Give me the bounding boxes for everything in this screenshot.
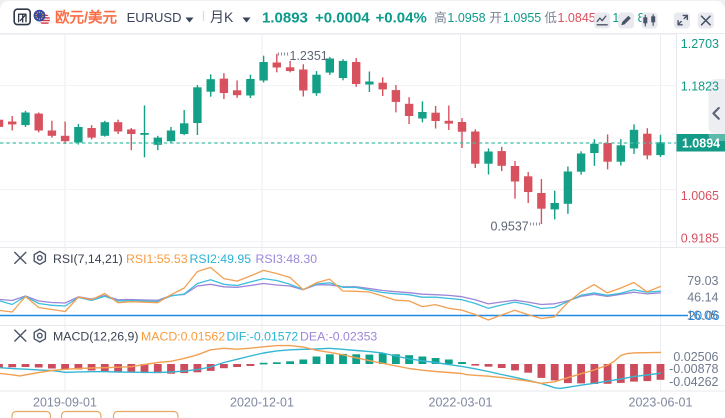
svg-text:1.0893: 1.0893 [262, 10, 308, 27]
svg-text:月K: 月K [210, 9, 234, 25]
svg-text:2019-09-01: 2019-09-01 [33, 396, 97, 410]
svg-text:0.9537: 0.9537 [491, 220, 529, 234]
svg-text:1.2351: 1.2351 [290, 49, 328, 63]
svg-text:-0.00878: -0.00878 [669, 362, 718, 376]
svg-text:0.9185: 0.9185 [681, 232, 719, 246]
svg-text:2023-06-01: 2023-06-01 [629, 396, 693, 410]
svg-text:46.14: 46.14 [687, 291, 718, 305]
svg-text:EURUSD: EURUSD [127, 10, 182, 25]
svg-text:MACD(12,26,9): MACD(12,26,9) [53, 330, 138, 344]
svg-text:79.03: 79.03 [687, 274, 718, 288]
svg-text:1.2703: 1.2703 [681, 37, 719, 51]
svg-text:1.0955: 1.0955 [503, 11, 541, 25]
svg-text:1.0065: 1.0065 [681, 189, 719, 203]
svg-text:16.05: 16.05 [687, 308, 718, 322]
svg-text:DEA:-0.02353: DEA:-0.02353 [300, 330, 377, 344]
svg-text:RSI(7,14,21): RSI(7,14,21) [53, 252, 123, 266]
svg-text:1.0845: 1.0845 [558, 11, 596, 25]
svg-text:DIF:-0.01572: DIF:-0.01572 [227, 330, 299, 344]
svg-text:1.0894: 1.0894 [682, 137, 720, 151]
svg-text:8: 8 [638, 11, 645, 25]
svg-text:+0.0004: +0.0004 [315, 10, 370, 27]
svg-text:RSI2:49.95: RSI2:49.95 [190, 252, 252, 266]
svg-text:MACD:0.01562: MACD:0.01562 [141, 330, 225, 344]
svg-text:低: 低 [544, 11, 557, 25]
svg-text:0.02506: 0.02506 [673, 350, 718, 364]
svg-text:RSI3:48.30: RSI3:48.30 [256, 252, 318, 266]
svg-text:1.0958: 1.0958 [447, 11, 485, 25]
svg-text:2022-03-01: 2022-03-01 [429, 396, 493, 410]
svg-text:1: 1 [612, 11, 619, 25]
svg-text:RSI1:55.53: RSI1:55.53 [126, 252, 188, 266]
svg-text:开: 开 [489, 11, 502, 25]
svg-text:2020-12-01: 2020-12-01 [230, 396, 294, 410]
svg-text:-0.04262: -0.04262 [669, 375, 718, 389]
svg-text:20.06: 20.06 [688, 309, 719, 323]
svg-text:1.1823: 1.1823 [681, 79, 719, 93]
svg-text:欧元/美元: 欧元/美元 [55, 8, 118, 26]
svg-text:高: 高 [434, 10, 447, 25]
svg-text:+0.04%: +0.04% [376, 10, 427, 27]
